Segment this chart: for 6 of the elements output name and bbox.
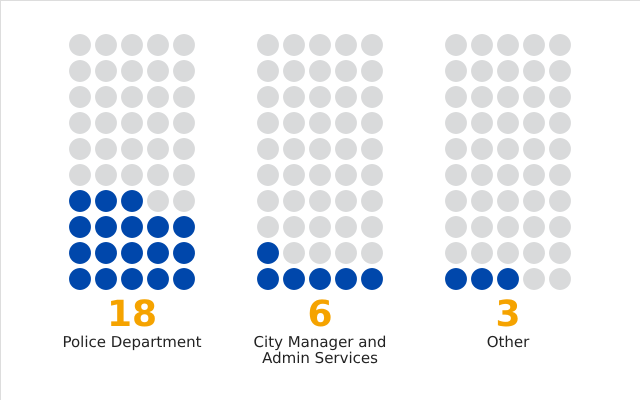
category-label: Police Department	[62, 333, 202, 351]
data-label: 6	[307, 294, 333, 335]
data-label: 18	[106, 294, 158, 335]
category-label: Other	[486, 333, 530, 351]
data-label: 3	[495, 294, 521, 335]
category-label: City Manager and Admin Services	[254, 333, 386, 367]
